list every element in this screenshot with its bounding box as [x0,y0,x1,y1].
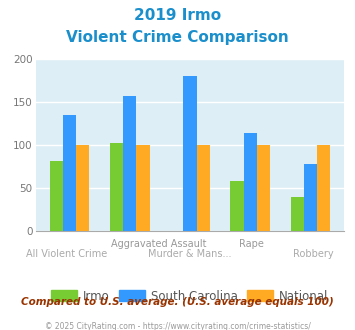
Text: Robbery: Robbery [293,249,334,259]
Legend: Irmo, South Carolina, National: Irmo, South Carolina, National [47,285,333,308]
Bar [290,197,304,231]
Bar [244,133,257,231]
Text: 2019 Irmo: 2019 Irmo [134,8,221,23]
Text: Compared to U.S. average. (U.S. average equals 100): Compared to U.S. average. (U.S. average … [21,297,334,307]
Bar [230,181,244,231]
Bar [136,145,149,231]
Bar [50,161,63,231]
Text: Murder & Mans...: Murder & Mans... [148,249,232,259]
Bar [123,96,136,231]
Text: © 2025 CityRating.com - https://www.cityrating.com/crime-statistics/: © 2025 CityRating.com - https://www.city… [45,322,310,330]
Bar [110,143,123,231]
Text: Violent Crime Comparison: Violent Crime Comparison [66,30,289,45]
Text: Rape: Rape [239,239,264,249]
Bar [63,115,76,231]
Bar [304,164,317,231]
Bar [317,145,330,231]
Bar [197,145,210,231]
Bar [76,145,89,231]
Bar [257,145,270,231]
Text: All Violent Crime: All Violent Crime [26,249,107,259]
Text: Aggravated Assault: Aggravated Assault [111,239,207,249]
Bar [183,76,197,231]
